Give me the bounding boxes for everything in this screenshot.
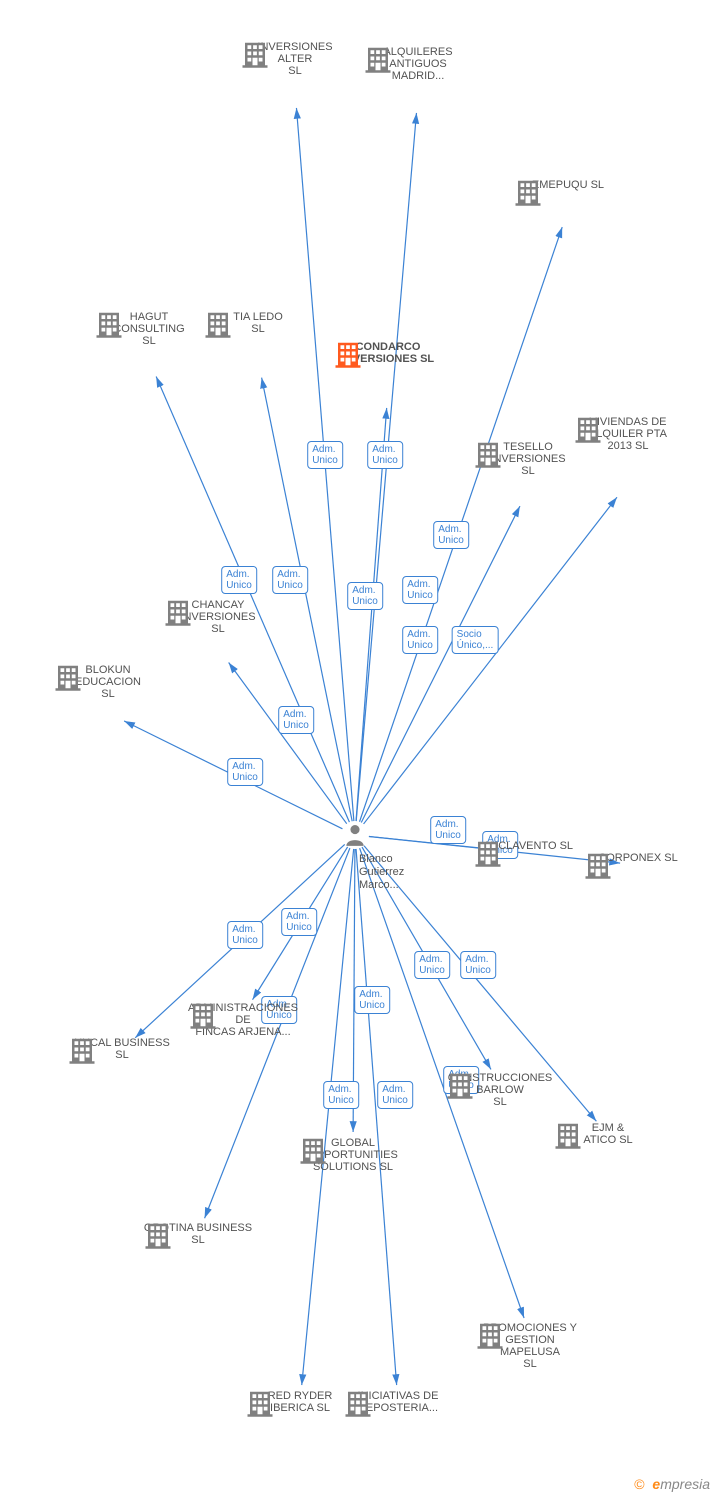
edge-label: Adm.Unico [272, 566, 308, 594]
company-node[interactable]: HUCAL BUSINESSSL [67, 1035, 177, 1061]
footer-credit: © empresia [634, 1476, 710, 1492]
company-node[interactable]: ALQUILERES ANTIGUOSMADRID... [363, 44, 473, 82]
edge-label: SocioÚnico,... [452, 626, 499, 654]
edge-label: Adm.Unico [221, 566, 257, 594]
company-node[interactable]: CORPONEX SL [583, 850, 693, 864]
edge-line [364, 497, 617, 824]
edge-label: Adm.Unico [433, 521, 469, 549]
edge-line [229, 663, 347, 824]
edge-label: Adm.Unico [402, 626, 438, 654]
company-node[interactable]: HAGUT CONSULTING SL [94, 309, 204, 347]
company-node[interactable]: BLOKUN EDUCACIONSL [53, 662, 163, 700]
company-node[interactable]: CHANCAY INVERSIONESSL [163, 597, 273, 635]
company-node[interactable]: INVERSIONES ALTERSL [240, 39, 350, 77]
edge-label: Adm.Unico [430, 816, 466, 844]
edge-label: Adm.Unico [354, 986, 390, 1014]
edge-label: Adm.Unico [227, 758, 263, 786]
edge-label: Adm.Unico [414, 951, 450, 979]
edge-label: Adm.Unico [278, 706, 314, 734]
company-node[interactable]: CONSTRUCCIONES BARLOWSL [445, 1070, 555, 1108]
edge-line [361, 506, 520, 822]
company-node[interactable]: TIA LEDOSL [203, 309, 313, 335]
company-node[interactable]: TESELLO INVERSIONESSL [473, 439, 583, 477]
person-label: BlancoGutierrezMarco... [359, 853, 439, 893]
edge-label: Adm.Unico [460, 951, 496, 979]
edge-label: Adm.Unico [307, 441, 343, 469]
edge-label: Adm.Unico [281, 908, 317, 936]
company-node[interactable]: ANCLAVENTO SL [473, 838, 583, 852]
company-node[interactable]: EJM &ATICO SL [553, 1120, 663, 1146]
edge-label: Adm.Unico [347, 582, 383, 610]
company-node[interactable]: ADMINISTRACIONES DEFINCAS ARJENA... [188, 1000, 298, 1038]
company-node[interactable]: GLOBAL OPPORTUNITIESSOLUTIONS SL [298, 1135, 408, 1173]
edge-line [356, 849, 397, 1385]
company-node[interactable]: VIVIENDAS DEALQUILER PTA2013 SL [573, 414, 683, 452]
brand-rest: mpresia [660, 1476, 710, 1492]
copyright-symbol: © [634, 1476, 644, 1492]
company-node[interactable]: INICIATIVAS DEREPOSTERIA... [343, 1388, 453, 1414]
edge-line [356, 408, 387, 821]
edge-label: Adm.Unico [402, 576, 438, 604]
company-node-highlight[interactable]: CONDARCOINVERSIONES SL [333, 339, 443, 365]
company-node[interactable]: OROTINA BUSINESSSL [143, 1220, 253, 1246]
company-node[interactable]: EMEPUQU SL [513, 177, 623, 191]
edge-label: Adm.Unico [377, 1081, 413, 1109]
company-node[interactable]: PROMOCIONES YGESTION MAPELUSASL [475, 1320, 585, 1370]
edge-label: Adm.Unico [227, 921, 263, 949]
edge-label: Adm.Unico [367, 441, 403, 469]
company-node[interactable]: RED RYDERIBERICA SL [245, 1388, 355, 1414]
edge-label: Adm.Unico [323, 1081, 359, 1109]
